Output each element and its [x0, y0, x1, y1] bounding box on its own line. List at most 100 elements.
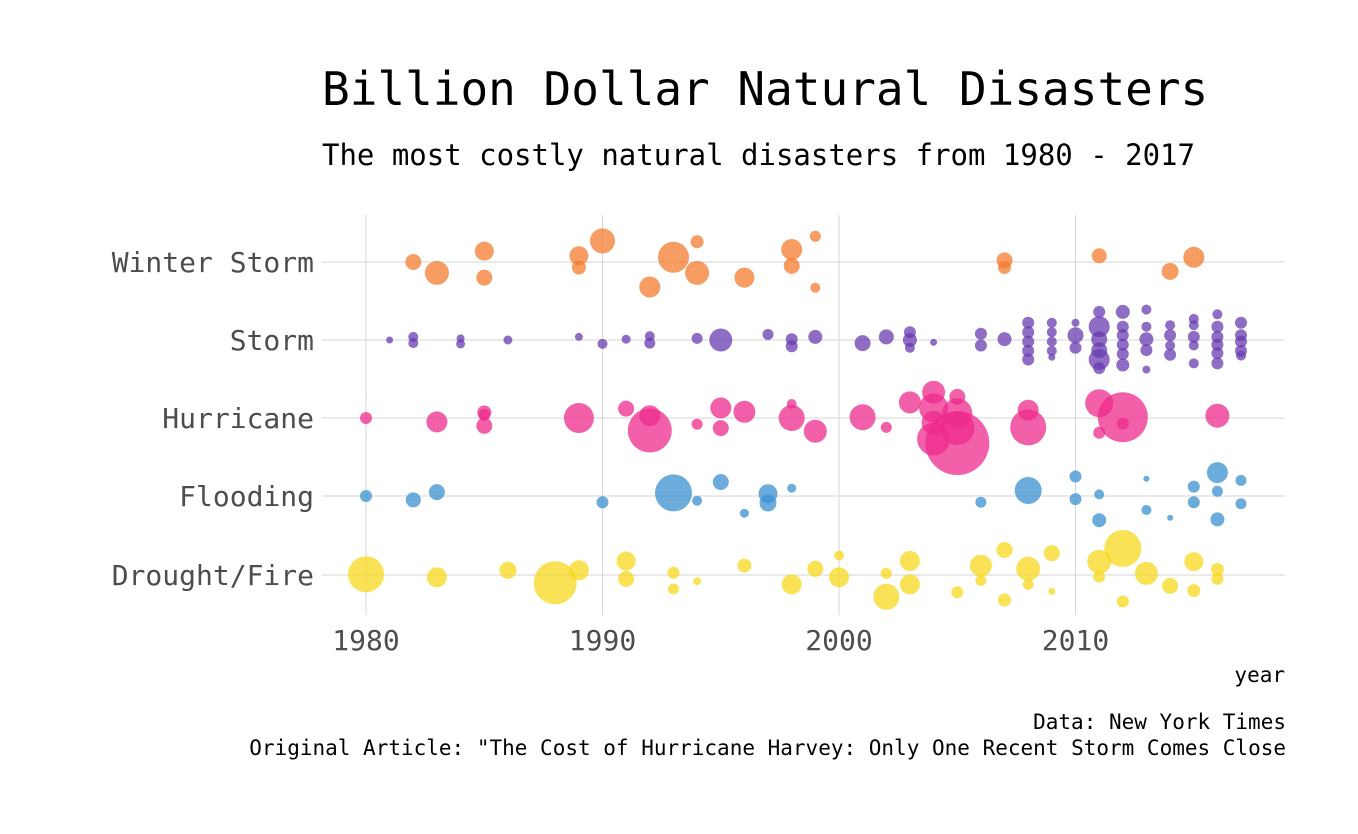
- data-point: [405, 254, 422, 270]
- data-point: [787, 483, 797, 493]
- data-point: [712, 474, 729, 490]
- data-point: [476, 417, 493, 434]
- data-point: [734, 267, 755, 288]
- data-point: [1164, 329, 1177, 342]
- data-point: [499, 561, 517, 579]
- data-point: [1183, 246, 1205, 268]
- data-point: [1211, 572, 1224, 585]
- data-point: [1211, 357, 1224, 370]
- x-tick-label: 1980: [332, 624, 399, 657]
- data-point: [1142, 365, 1151, 374]
- data-point: [737, 558, 752, 573]
- data-point: [616, 551, 636, 571]
- data-point: [1048, 353, 1056, 361]
- data-point: [569, 246, 589, 266]
- data-point: [478, 408, 491, 421]
- data-point: [781, 239, 803, 260]
- data-point: [902, 333, 917, 347]
- data-point: [408, 338, 419, 349]
- data-point: [1046, 345, 1057, 356]
- y-tick-label: Winter Storm: [112, 246, 314, 279]
- data-point: [829, 567, 849, 588]
- data-point: [1187, 330, 1200, 343]
- data-point: [1167, 514, 1174, 521]
- data-point: [428, 484, 445, 501]
- data-point: [854, 335, 871, 352]
- data-point: [590, 228, 615, 254]
- y-tick-label: Storm: [230, 324, 314, 357]
- chart-subtitle: The most costly natural disasters from 1…: [322, 138, 1195, 172]
- data-point: [1116, 358, 1130, 372]
- data-point: [568, 560, 589, 581]
- data-point: [1115, 304, 1130, 319]
- x-axis-title: year: [1234, 663, 1285, 687]
- data-point: [1141, 505, 1152, 515]
- data-point: [456, 339, 466, 349]
- data-point: [691, 332, 703, 344]
- data-point: [1235, 335, 1247, 348]
- data-point: [1162, 577, 1179, 594]
- data-point: [1014, 477, 1042, 504]
- data-point: [1134, 561, 1158, 585]
- data-point: [975, 575, 987, 586]
- data-point: [597, 338, 608, 349]
- data-point: [930, 338, 938, 346]
- data-point: [873, 583, 900, 610]
- data-point: [849, 404, 876, 431]
- data-point: [386, 336, 394, 344]
- data-point: [880, 421, 892, 433]
- data-point: [1140, 344, 1153, 357]
- data-point: [621, 334, 631, 344]
- data-point: [1188, 320, 1199, 331]
- data-point: [807, 560, 824, 577]
- data-point: [618, 400, 635, 417]
- data-point: [405, 492, 421, 508]
- data-point: [785, 340, 798, 353]
- x-tick-label: 2000: [805, 624, 872, 657]
- data-point: [834, 550, 844, 561]
- data-point: [667, 566, 680, 579]
- data-point: [1016, 556, 1041, 581]
- data-point: [574, 332, 583, 341]
- data-point: [1022, 353, 1035, 366]
- data-point: [1022, 344, 1035, 357]
- data-point: [596, 496, 609, 509]
- data-point: [880, 567, 892, 579]
- data-point: [503, 335, 513, 345]
- data-point: [1141, 304, 1152, 315]
- data-point: [1161, 262, 1179, 280]
- data-point: [1069, 470, 1082, 483]
- data-point: [899, 551, 920, 571]
- data-point: [739, 508, 749, 518]
- data-point: [1187, 480, 1200, 493]
- data-point: [1046, 317, 1057, 328]
- data-point: [1116, 320, 1129, 333]
- data-point: [1206, 462, 1228, 484]
- data-point: [1235, 474, 1247, 486]
- data-point: [951, 586, 964, 599]
- data-point: [1184, 552, 1204, 572]
- data-point: [1165, 320, 1176, 331]
- data-point: [1211, 347, 1224, 360]
- data-point: [898, 391, 921, 414]
- data-point: [644, 337, 656, 349]
- data-point: [1092, 513, 1107, 528]
- data-point: [998, 261, 1011, 274]
- data-point: [690, 235, 704, 249]
- data-source-caption: Data: New York Times: [1033, 710, 1286, 734]
- data-point: [1139, 332, 1154, 347]
- data-point: [969, 554, 992, 577]
- data-point: [1235, 498, 1247, 510]
- data-point: [1188, 358, 1199, 369]
- data-point: [810, 282, 821, 293]
- data-point: [692, 495, 703, 506]
- data-point: [476, 269, 493, 286]
- data-point: [618, 570, 635, 587]
- data-point: [1187, 496, 1200, 509]
- data-point: [1043, 545, 1060, 562]
- data-point: [1236, 350, 1246, 361]
- data-point: [1164, 348, 1177, 361]
- data-point: [998, 593, 1011, 607]
- y-tick-label: Drought/Fire: [112, 559, 314, 592]
